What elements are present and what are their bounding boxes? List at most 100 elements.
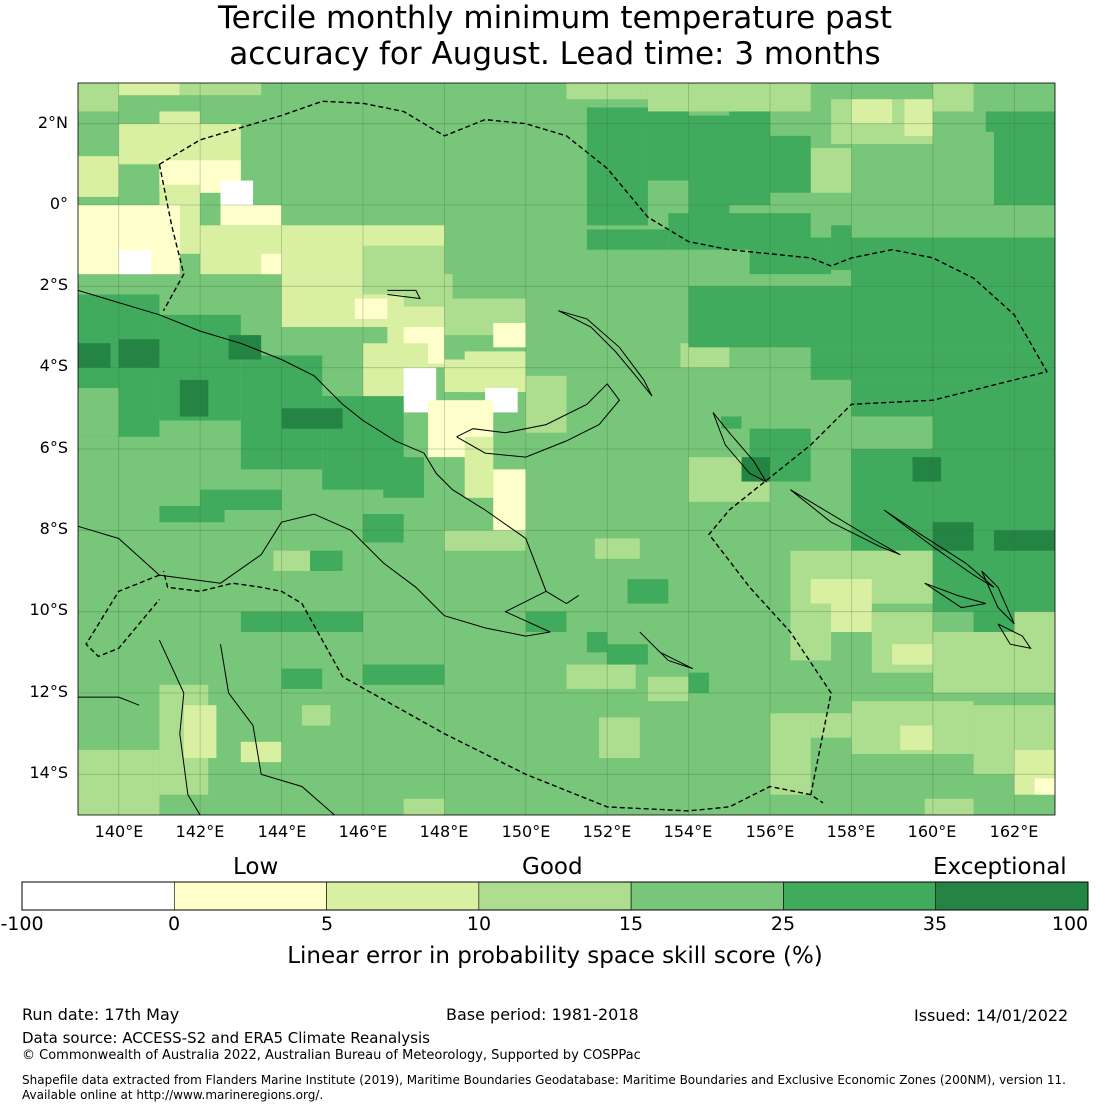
colorbar-tick: 35 (922, 913, 948, 935)
colorbar-segment (173, 881, 327, 911)
skill-cell (493, 322, 526, 348)
skill-cell (932, 416, 1055, 612)
skill-cell (403, 798, 445, 815)
colorbar-segment (630, 881, 784, 911)
y-tick-label: 10°S (29, 600, 68, 619)
skill-cell (1034, 135, 1055, 181)
colorbar (21, 881, 1089, 911)
skill-cell (118, 249, 152, 275)
map-frame (77, 82, 1056, 816)
skill-cell (586, 632, 608, 653)
skill-cell (118, 339, 160, 368)
skill-cell (790, 603, 832, 661)
title-line-2: accuracy for August. Lead time: 3 months (229, 36, 881, 72)
coastline (712, 412, 768, 483)
eez-boundary (159, 100, 1048, 804)
coastline (924, 582, 986, 609)
skill-cell (932, 83, 974, 112)
colorbar-segment (783, 881, 937, 911)
coastline (558, 310, 653, 397)
skill-cell (281, 408, 343, 429)
category-good: Good (522, 854, 583, 880)
y-tick-label: 0° (49, 194, 68, 213)
colorbar-tick: 5 (320, 913, 334, 935)
y-tick-label: 14°S (29, 763, 68, 782)
skill-cell (464, 351, 526, 393)
skill-cell (493, 469, 526, 539)
skill-cell (770, 713, 811, 795)
skill-cell (770, 135, 811, 193)
skill-cell (924, 798, 974, 815)
skill-cell (444, 530, 526, 551)
skill-cell (310, 550, 343, 571)
coastline (387, 289, 421, 300)
skill-cell (688, 286, 1055, 348)
coastline (77, 513, 551, 637)
skill-cell (118, 123, 241, 165)
colorbar-tick: 25 (770, 913, 796, 935)
skill-cell (790, 237, 832, 254)
skill-cell (607, 644, 648, 665)
skill-cell (525, 611, 567, 632)
skill-cell (179, 379, 209, 417)
shapefile-credit-1: Shapefile data extracted from Flanders M… (22, 1073, 1066, 1087)
x-tick-label: 158°E (826, 822, 876, 841)
coastline (545, 590, 579, 605)
skill-cell (904, 99, 933, 136)
issued-date: Issued: 14/01/2022 (914, 1006, 1069, 1025)
skill-cell (281, 668, 323, 689)
y-tick-label: 6°S (39, 438, 68, 457)
skill-cell (1034, 778, 1055, 795)
title-line-1: Tercile monthly minimum temperature past (217, 0, 893, 36)
skill-cell (851, 99, 893, 124)
skill-cell (78, 343, 111, 368)
skill-cell (273, 550, 315, 571)
skill-cell (851, 237, 1055, 287)
category-low: Low (233, 854, 279, 880)
x-tick-label: 148°E (419, 822, 469, 841)
skill-cell (220, 180, 254, 205)
eez-boundaries (85, 100, 1048, 812)
shapefile-credit-2: Available online at http://www.marinereg… (22, 1088, 324, 1102)
skill-cell (566, 83, 648, 100)
coastline (997, 623, 1032, 650)
skill-cell (599, 717, 640, 759)
x-tick-label: 160°E (907, 822, 957, 841)
skill-cell (362, 514, 404, 543)
skill-cell (354, 298, 388, 319)
x-tick-label: 150°E (501, 822, 551, 841)
skill-cell (118, 83, 180, 96)
skill-cell (240, 741, 282, 763)
skill-cell (688, 672, 709, 693)
eez-boundary (85, 574, 160, 658)
coastline (158, 639, 201, 816)
x-tick-label: 152°E (582, 822, 632, 841)
skill-cell (78, 388, 119, 437)
skill-cell (586, 107, 648, 226)
colorbar-segment (935, 881, 1089, 911)
skill-cell (647, 676, 689, 702)
skill-cell (985, 111, 1023, 132)
skill-cell (525, 375, 567, 433)
skill-cell (810, 713, 852, 738)
skill-cell (78, 83, 119, 112)
map-title: Tercile monthly minimum temperature past… (0, 0, 1110, 72)
y-tick-label: 2°N (37, 113, 68, 132)
y-tick-label: 2°S (39, 275, 68, 294)
skill-cell (586, 229, 669, 250)
skill-cell (220, 205, 282, 226)
skill-cell (200, 489, 282, 510)
skill-cell (464, 436, 494, 498)
y-tick-label: 8°S (39, 519, 68, 538)
skill-cell (183, 705, 217, 759)
colorbar-segment (21, 881, 175, 911)
coastline (220, 644, 335, 816)
skill-cell (627, 579, 669, 604)
x-tick-label: 162°E (989, 822, 1039, 841)
skill-cell (228, 335, 262, 360)
data-source: Data source: ACCESS-S2 and ERA5 Climate … (22, 1029, 430, 1047)
x-tick-label: 146°E (338, 822, 388, 841)
x-tick-label: 140°E (94, 822, 144, 841)
colorbar-segment (478, 881, 632, 911)
